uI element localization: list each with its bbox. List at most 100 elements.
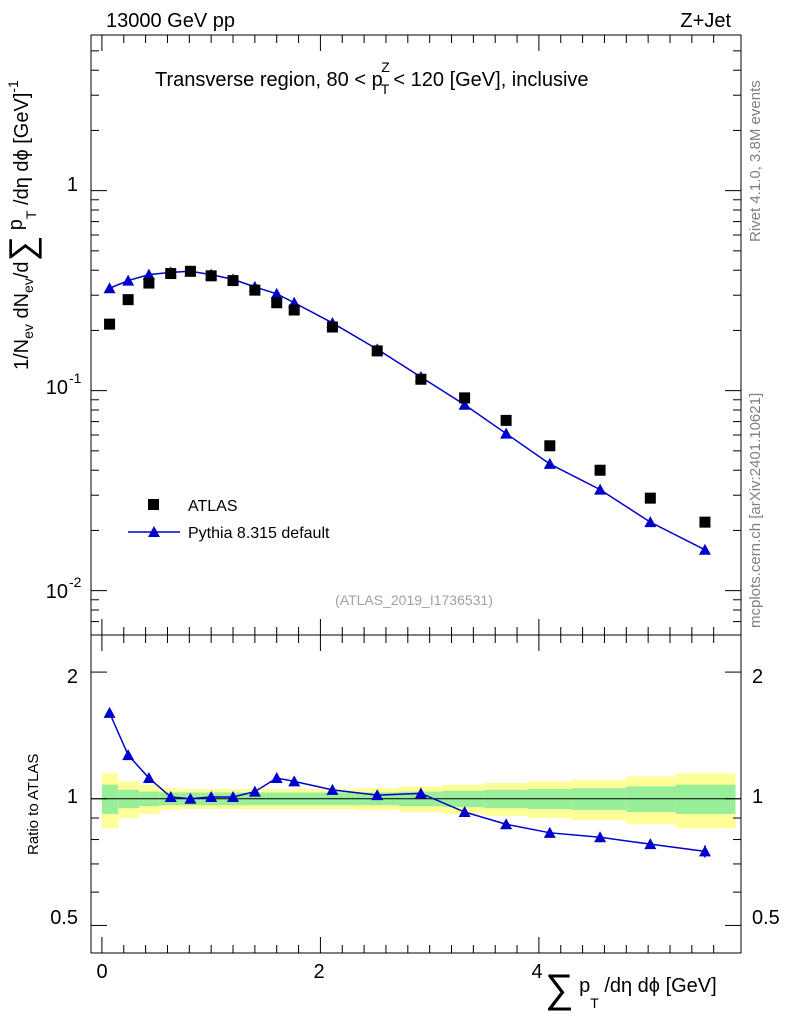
ratio-tick-left-0.5: 0.5	[50, 907, 78, 929]
pythia-point	[458, 398, 471, 410]
atlas-point	[699, 516, 711, 528]
main-tick-base-0.1: 10	[46, 377, 68, 399]
ratio-pythia-point	[414, 787, 427, 799]
atlas-point	[249, 284, 261, 296]
atlas-point	[326, 321, 338, 333]
x-label-pt-sub: T	[590, 995, 599, 1011]
ratio-pythia-point	[122, 749, 135, 761]
atlas-point	[544, 440, 556, 452]
pythia-point	[644, 516, 657, 528]
main-tick-base-0.01: 10	[46, 581, 68, 603]
region-title-main: Transverse region, 80 < p	[155, 69, 383, 91]
ratio-pythia-point	[594, 831, 607, 843]
x-label-sum: ∑	[545, 967, 574, 1011]
ratio-band-inner	[675, 784, 736, 815]
pythia-point	[270, 287, 283, 299]
pythia-point	[594, 483, 607, 495]
atlas-point	[184, 265, 196, 277]
region-title-rest: < 120 [GeV], inclusive	[388, 69, 589, 91]
y-label-main-mid: dN	[11, 293, 33, 324]
x-axis-label: ∑ pT /dη dϕ [GeV]	[545, 967, 717, 1011]
side-label-rivet: Rivet 4.1.0, 3.8M events	[747, 80, 764, 242]
atlas-point	[122, 294, 134, 306]
legend-atlas-marker	[148, 499, 159, 510]
legend-atlas-label: ATLAS	[188, 498, 238, 515]
atlas-point	[227, 275, 239, 287]
y-label-tail: /dη dϕ [GeV]	[11, 93, 33, 211]
legend-pythia-marker	[148, 526, 160, 537]
svg-text:1/Nev dNev/d∑ pT /dη dϕ [GeV]: 1/Nev dNev/d∑ pT /dη dϕ [GeV]-1	[1, 80, 42, 370]
y-label-main: 1/N	[11, 339, 33, 370]
y-label-main-mid-sub: ev	[20, 278, 36, 293]
ratio-pythia-point	[500, 818, 513, 830]
ratio-pythia-point	[543, 826, 556, 838]
y-label-pt-sub: T	[23, 210, 39, 219]
y-label-main-rest: /d	[11, 261, 33, 278]
pythia-point	[142, 268, 155, 280]
region-title-sub: T	[381, 81, 390, 97]
main-plot-frame	[90, 34, 742, 636]
ratio-band-inner	[101, 784, 119, 815]
atlas-point	[371, 345, 383, 357]
main-tick-label-0.01: 10	[46, 581, 68, 603]
ratio-pythia-point	[142, 772, 155, 784]
ratio-pythia-point	[205, 790, 218, 802]
ratio-series	[103, 706, 711, 858]
ratio-pythia-point	[227, 790, 240, 802]
ratio-tick-right-1: 1	[752, 786, 763, 808]
main-series	[103, 265, 711, 555]
atlas-point	[143, 277, 155, 289]
x-label-tail: /dη dϕ [GeV]	[599, 975, 717, 997]
main-tick-exp-0.1: -1	[69, 370, 82, 386]
ratio-pythia-point	[698, 845, 711, 857]
y-label-pt: p	[5, 219, 27, 236]
pythia-point	[500, 427, 513, 439]
ratio-pythia-point	[248, 785, 261, 797]
legend-pythia-label: Pythia 8.315 default	[188, 525, 330, 542]
ratio-pythia-point	[184, 792, 197, 804]
ratio-tick-left-2: 2	[67, 666, 78, 688]
pythia-point	[698, 543, 711, 555]
region-title: Transverse region, 80 < pTZ < 120 [GeV],…	[155, 59, 589, 97]
ratio-pythia-point	[644, 838, 657, 850]
ratio-pythia-point	[458, 806, 471, 818]
main-tick-label-1: 1	[67, 174, 78, 196]
atlas-point	[165, 268, 177, 280]
pythia-point	[103, 282, 116, 294]
atlas-point	[271, 297, 283, 309]
ratio-axis-ticks	[91, 671, 741, 926]
main-tick-exp-0.01: -2	[69, 574, 82, 590]
ratio-pythia-point	[288, 775, 301, 787]
region-title-sup: Z	[381, 59, 390, 75]
y-axis-label-ratio: Ratio to ATLAS	[25, 754, 42, 855]
ratio-pythia-point	[270, 772, 283, 784]
atlas-point	[104, 318, 116, 330]
ratio-pythia-point	[371, 789, 384, 801]
y-axis-label-main: 1/Nev dNev/d∑ pT /dη dϕ [GeV]-1	[1, 80, 42, 370]
ratio-tick-right-0.5: 0.5	[752, 907, 780, 929]
ratio-tick-left-1: 1	[67, 786, 78, 808]
y-label-tail-sup: -1	[5, 80, 21, 93]
side-label-site: mcplots.cern.ch [arXiv:2401.10621]	[747, 393, 764, 628]
legend: ATLAS Pythia 8.315 default	[128, 498, 330, 542]
ratio-tick-right-2: 2	[752, 666, 763, 688]
atlas-point	[500, 414, 512, 426]
ratio-pythia-point	[326, 783, 339, 795]
pythia-point	[543, 457, 556, 469]
energy-label: 13000 GeV pp	[106, 10, 235, 32]
process-label: Z+Jet	[680, 10, 731, 32]
atlas-point	[205, 270, 217, 282]
atlas-point	[644, 492, 656, 504]
ratio-uncertainty-bands	[101, 773, 736, 829]
x-axis-ticks	[101, 35, 715, 953]
ratio-pythia-point	[103, 706, 116, 718]
atlas-point	[594, 464, 606, 476]
x-tick-label-2: 2	[313, 961, 324, 983]
atlas-point	[415, 373, 427, 385]
atlas-point	[459, 392, 471, 404]
x-label-pt: p	[574, 975, 591, 997]
y-label-main-sub: ev	[20, 324, 36, 339]
atlas-point	[288, 304, 300, 316]
pythia-point	[122, 274, 135, 286]
